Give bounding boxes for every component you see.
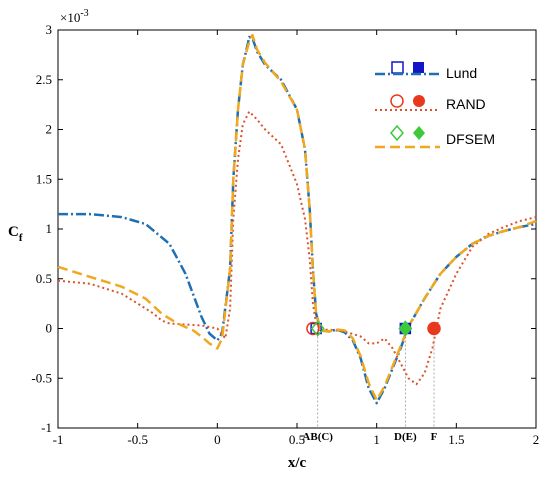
- x-tick-label: 2: [533, 432, 540, 447]
- x-tick-label: 1: [373, 432, 380, 447]
- x-tick-label: -1: [53, 432, 64, 447]
- legend-dfsem-filled-marker: [413, 126, 425, 140]
- legend-dfsem-open-marker: [390, 124, 404, 142]
- y-tick-label: 0: [46, 321, 53, 336]
- series-line-dfsem: [57, 33, 537, 402]
- y-axis-label: Cf: [8, 224, 23, 244]
- y-tick-label: 2: [46, 122, 53, 137]
- legend-lund-label: Lund: [446, 65, 477, 81]
- y-tick-label: -0.5: [31, 370, 52, 385]
- x-tick-label: -0.5: [127, 432, 148, 447]
- legend-rand-filled-marker: [413, 95, 425, 107]
- annotation-label: F: [431, 431, 438, 443]
- y-tick-label: 1: [46, 221, 53, 236]
- legend-lund-open-marker: [391, 61, 404, 74]
- marker-rand-filled: [427, 321, 441, 336]
- annotation-label: D(E): [394, 431, 417, 443]
- series-line-rand: [57, 110, 537, 386]
- plot-frame: [57, 29, 537, 429]
- legend-rand-label: RAND: [446, 96, 486, 112]
- marker-dfsem-open: [310, 320, 325, 337]
- x-tick-label: 0: [214, 432, 221, 447]
- y-tick-label: 2.5: [36, 72, 52, 87]
- y-tick-label: -1: [41, 420, 52, 435]
- annotation-label: AB(C): [302, 431, 333, 443]
- marker-rand-open: [306, 321, 320, 336]
- y-tick-label: 1.5: [36, 171, 52, 186]
- scale-note: ×10-3: [60, 8, 89, 25]
- series-line-lund: [58, 35, 537, 405]
- x-tick-label: 0.5: [289, 432, 305, 447]
- legend-lund-filled-marker: [413, 62, 424, 73]
- y-tick-label: 0.5: [36, 271, 52, 286]
- x-tick-label: 1.5: [448, 432, 464, 447]
- marker-dfsem-filled: [398, 320, 413, 337]
- legend-rand-open-marker: [390, 94, 404, 108]
- legend-dfsem-label: DFSEM: [446, 131, 495, 147]
- legend: Lund RAND DFSEM: [375, 61, 495, 149]
- y-tick-label: 3: [46, 22, 53, 37]
- x-axis-label: x/c: [288, 455, 307, 471]
